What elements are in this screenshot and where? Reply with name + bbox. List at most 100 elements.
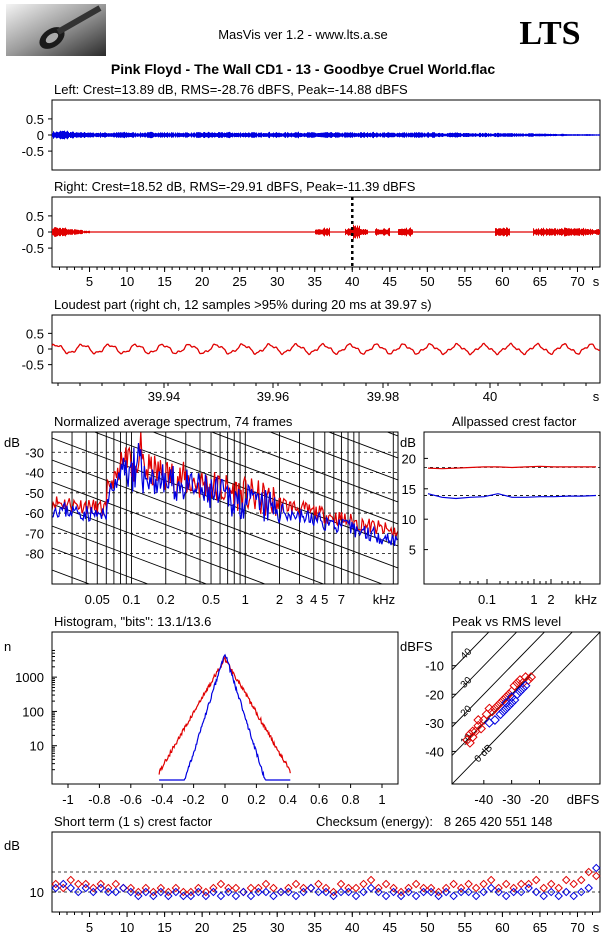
right-channel-xtick-label: 70 <box>570 274 584 289</box>
short-crest-point-right <box>576 875 586 885</box>
short-crest-point-left <box>426 887 436 897</box>
short-crest-point-left <box>336 887 346 897</box>
short-crest-point-right <box>269 883 278 893</box>
pvr-xlabel: dBFS <box>567 792 600 807</box>
right-channel-xtick-label: 50 <box>420 274 434 289</box>
pvr-crest-line <box>452 632 518 700</box>
histogram-xtick-label: 0.2 <box>247 792 265 807</box>
short-crest-point-left <box>449 891 458 901</box>
short-crest-point-left <box>584 883 593 893</box>
short-crest-point-left <box>486 883 496 893</box>
right-channel-xtick-label: 15 <box>157 274 171 289</box>
short-crest-point-left <box>321 887 331 897</box>
short-crest-point-left <box>546 887 556 897</box>
pvr-point-left <box>498 706 509 717</box>
histogram-xtick-label: -0.4 <box>151 792 173 807</box>
short-crest-title: Short term (1 s) crest factor <box>54 814 213 829</box>
short-crest-point-right <box>231 883 241 893</box>
pvr-point-right <box>498 695 509 705</box>
spectrum-right-curve <box>52 432 398 540</box>
short-crest-point-left <box>89 887 98 897</box>
short-crest-xtick-label: 40 <box>345 920 359 935</box>
short-crest-point-left <box>479 887 488 897</box>
short-crest-point-right <box>291 879 301 889</box>
pvr-point-left <box>515 686 525 697</box>
pvr-point-left <box>503 700 514 711</box>
short-crest-point-right <box>486 875 496 885</box>
short-crest-frame <box>51 831 601 913</box>
pvr-xtick-label: -20 <box>530 792 549 807</box>
short-crest-point-right <box>464 879 473 889</box>
short-crest-point-left <box>524 883 533 893</box>
short-crest-point-left <box>456 887 466 897</box>
short-crest-point-left <box>66 883 76 893</box>
allpassed-xtick-label: 0.1 <box>478 592 496 607</box>
spectrum-xtick-label: 0.1 <box>122 592 140 607</box>
pvr-point-right <box>473 715 484 725</box>
pvr-point-right <box>509 680 520 691</box>
spectrum-ytick-label: -60 <box>25 506 44 521</box>
short-crest-point-left <box>351 891 361 901</box>
right-channel-xtick-label: 40 <box>345 274 359 289</box>
left-channel-title: Left: Crest=13.89 dB, RMS=-28.76 dBFS, P… <box>54 82 408 97</box>
pvr-point-left <box>520 680 531 691</box>
spectrum-left-curve <box>52 443 398 546</box>
pvr-crest-line <box>452 632 546 728</box>
left-channel-signal <box>52 130 600 140</box>
pvr-ytick-label: -30 <box>425 716 444 731</box>
spectrum-xtick-label: 2 <box>276 592 283 607</box>
spectrum-slope-line <box>52 569 91 584</box>
allpassed-series-left <box>427 493 597 500</box>
short-crest-point-left <box>561 887 571 897</box>
short-crest-xtick-label: 70 <box>570 920 584 935</box>
spectrum-plot <box>52 432 398 584</box>
spectrum-slope-line <box>52 481 325 584</box>
histogram-xtick-label: 0 <box>221 792 228 807</box>
short-crest-point-left <box>209 887 218 897</box>
short-crest-xtick-label: 20 <box>195 920 209 935</box>
spectrum-slope-line <box>52 547 150 584</box>
short-crest-point-left <box>471 891 481 901</box>
spectrum-ytick-label: -40 <box>25 466 44 481</box>
loudest-part-xtick-label: 39.98 <box>367 389 400 404</box>
spectrum-slope-line <box>52 459 384 584</box>
pvr-crest-line <box>452 632 490 671</box>
spectrum-slope-line <box>327 432 398 459</box>
left-channel-ytick-label: 0 <box>37 128 44 143</box>
loudest-part-xtick-label: 40 <box>483 389 497 404</box>
short-crest-point-left <box>404 887 413 897</box>
short-crest-point-right <box>306 883 316 893</box>
spectrum-xtick-label: 1 <box>242 592 249 607</box>
histogram-xtick-label: 1 <box>378 792 385 807</box>
short-crest-point-left <box>246 891 256 901</box>
right-channel-title: Right: Crest=18.52 dB, RMS=-29.91 dBFS, … <box>54 179 416 194</box>
short-crest-point-left <box>261 887 271 897</box>
right-channel-xtick-label: 10 <box>120 274 134 289</box>
short-crest-point-left <box>539 891 548 901</box>
histogram-title: Histogram, "bits": 13.1/13.6 <box>54 614 211 629</box>
short-crest-point-right <box>531 875 541 885</box>
pvr-point-right <box>495 697 506 708</box>
short-crest-xtick-label: 10 <box>120 920 134 935</box>
spectrum-ylabel: dB <box>4 435 20 450</box>
short-crest-xtick-label: 45 <box>383 920 397 935</box>
short-crest-point-left <box>509 887 518 897</box>
checksum-text: Checksum (energy): 8 265 420 551 148 <box>316 814 552 829</box>
pvr-point-left <box>517 683 528 694</box>
short-crest-point-left <box>592 863 601 873</box>
right-channel-xtick-label: 5 <box>86 274 93 289</box>
short-crest-point-left <box>344 887 353 897</box>
short-crest-point-right <box>501 879 511 889</box>
header: MasVis ver 1.2 - www.lts.a.se LTS Pink F… <box>6 4 581 77</box>
short-crest-point-right <box>351 883 361 893</box>
short-crest-point-left <box>186 891 196 901</box>
short-crest-point-left <box>389 887 398 897</box>
histogram-left-curve <box>159 653 291 781</box>
short-crest-point-right <box>561 875 571 885</box>
right-channel-xtick-label: 25 <box>232 274 246 289</box>
pvr-point-left <box>501 697 512 708</box>
spectrum-xtick-label: 3 <box>296 592 303 607</box>
pvr-point-right <box>503 689 514 700</box>
